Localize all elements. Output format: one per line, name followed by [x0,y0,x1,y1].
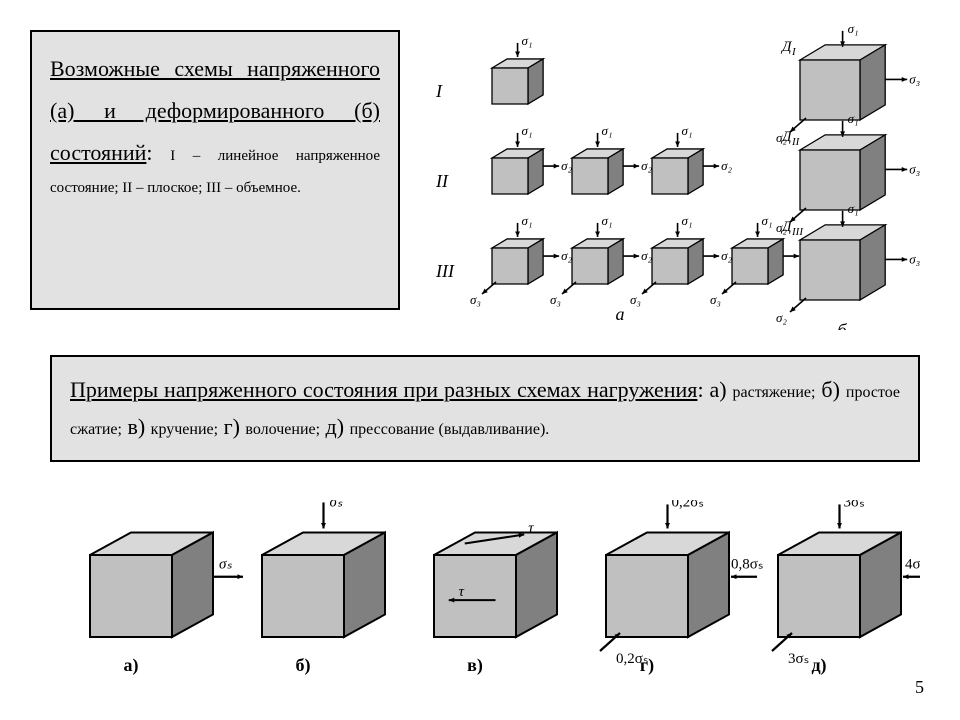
caption-box-bottom: Примеры напряженного состояния при разны… [50,355,920,462]
svg-text:II: II [435,171,449,191]
svg-text:σ₃: σ₃ [909,251,920,266]
svg-text:σ₁: σ₁ [848,201,859,216]
svg-text:σ₃: σ₃ [470,292,481,307]
page-number: 5 [915,677,924,698]
svg-text:σ₃: σ₃ [909,161,920,176]
svg-text:σ₁: σ₁ [682,213,693,228]
svg-text:σ₁: σ₁ [602,123,613,138]
svg-text:σ₃: σ₃ [550,292,561,307]
svg-text:д): д) [811,655,826,676]
svg-text:σ₁: σ₁ [522,123,533,138]
box1-colon: : [146,140,152,165]
caption-box-top: Возможные схемы напряженного (а) и дефор… [30,30,400,310]
figure-loading-examples: а)σₛб)σₛв)ττг)0,2σₛ0,8σₛ0,2σₛд)3σₛ4σₛ3σₛ [50,500,920,700]
svg-text:0,2σₛ: 0,2σₛ [672,500,704,510]
svg-text:в): в) [467,655,483,676]
svg-text:а): а) [124,655,139,676]
svg-text:σₛ: σₛ [219,557,232,573]
svg-text:σ₂: σ₂ [561,248,572,263]
svg-text:σₛ: σₛ [330,500,343,510]
box2-underlined: Примеры напряженного состояния при разны… [70,377,697,402]
svg-top: IIIIIIσ₁σ₁σ₂σ₁σ₂σ₁σ₂σ₁σ₂σ₃σ₁σ₂σ₃σ₁σ₂σ₃σ₁… [420,20,930,330]
svg-text:σ₁: σ₁ [762,213,773,228]
svg-text:3σₛ: 3σₛ [788,651,809,667]
svg-text:σ₁: σ₁ [602,213,613,228]
svg-text:σ₂: σ₂ [641,158,652,173]
svg-text:б): б) [296,655,311,676]
svg-text:4σₛ: 4σₛ [905,557,920,573]
svg-text:σ₂: σ₂ [561,158,572,173]
figure-stress-schemes: IIIIIIσ₁σ₁σ₂σ₁σ₂σ₁σ₂σ₁σ₂σ₃σ₁σ₂σ₃σ₁σ₂σ₃σ₁… [420,20,930,330]
svg-text:σ₃: σ₃ [710,292,721,307]
svg-text:τ: τ [528,521,534,537]
svg-text:σ₂: σ₂ [776,310,787,325]
svg-text:II: II [791,136,801,148]
svg-text:σ₃: σ₃ [630,292,641,307]
svg-text:0,2σₛ: 0,2σₛ [616,651,648,667]
svg-text:σ₃: σ₃ [909,71,920,86]
svg-text:III: III [435,261,455,281]
svg-text:σ₁: σ₁ [522,33,533,48]
svg-text:σ₁: σ₁ [848,111,859,126]
svg-text:σ₁: σ₁ [522,213,533,228]
svg-text:а: а [616,304,625,324]
svg-text:III: III [791,226,804,238]
svg-text:τ: τ [459,584,465,600]
svg-text:I: I [791,46,797,58]
svg-text:σ₁: σ₁ [682,123,693,138]
svg-text:б: б [837,320,847,330]
svg-text:0,8σₛ: 0,8σₛ [731,557,763,573]
svg-text:σ₂: σ₂ [721,248,732,263]
svg-text:3σₛ: 3σₛ [844,500,865,510]
svg-text:σ₂: σ₂ [721,158,732,173]
svg-text:σ₂: σ₂ [641,248,652,263]
svg-text:I: I [435,81,443,101]
svg-text:σ₁: σ₁ [848,21,859,36]
svg-bottom: а)σₛб)σₛв)ττг)0,2σₛ0,8σₛ0,2σₛд)3σₛ4σₛ3σₛ [50,500,920,700]
